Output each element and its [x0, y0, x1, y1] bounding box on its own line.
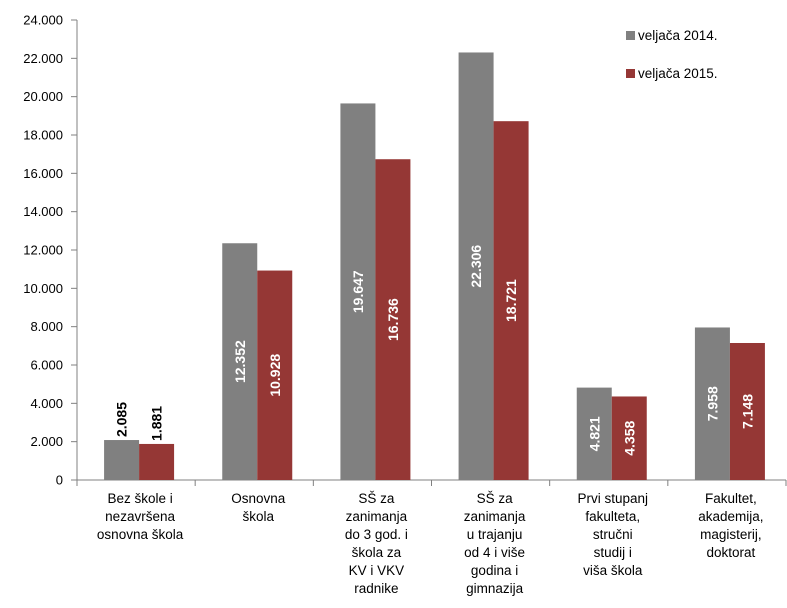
x-category-label: zanimanja — [464, 509, 526, 524]
x-category-label: Osnovna — [231, 491, 286, 506]
legend-swatch — [626, 31, 635, 40]
x-category-label: studij i — [594, 545, 632, 560]
x-category-label: viša škola — [583, 563, 643, 578]
y-tick-label: 0 — [56, 473, 63, 488]
chart-category-labels: Bez škole i nezavršena osnovna škola Osnovn… — [97, 491, 764, 596]
bar-2014 — [340, 103, 376, 481]
bar-2014 — [458, 52, 494, 481]
bar-2014 — [694, 327, 730, 480]
x-category-label: do 3 god. i — [345, 527, 408, 542]
x-category-label: Fakultet, — [705, 491, 757, 506]
y-tick-label: 20.000 — [23, 89, 63, 104]
legend-label: veljača 2015. — [638, 66, 718, 81]
bar-2015 — [729, 342, 765, 480]
y-tick-label: 6.000 — [30, 358, 63, 373]
x-category-label: škola — [242, 509, 274, 524]
data-label: 1.881 — [149, 406, 165, 441]
bar-2014 — [104, 440, 140, 480]
bar-2015 — [139, 443, 175, 480]
bar-2014 — [222, 243, 258, 480]
x-category-label: osnovna škola — [97, 527, 184, 542]
x-category-label: magisterij, — [700, 527, 762, 542]
y-tick-label: 22.000 — [23, 51, 63, 66]
y-tick-label: 2.000 — [30, 434, 63, 449]
data-label: 4.821 — [586, 416, 602, 451]
bar-2015 — [257, 270, 293, 480]
y-tick-label: 8.000 — [30, 319, 63, 334]
x-category-label: zanimanja — [346, 509, 408, 524]
data-label: 7.148 — [739, 394, 755, 429]
x-category-label: SŠ za — [358, 491, 395, 506]
bar-2015 — [493, 121, 529, 480]
y-tick-label: 18.000 — [23, 128, 63, 143]
chart-legend: veljača 2014. veljača 2015. — [626, 28, 718, 81]
y-tick-label: 14.000 — [23, 204, 63, 219]
data-label: 7.958 — [704, 386, 720, 421]
data-label: 18.721 — [503, 279, 519, 322]
data-label: 10.928 — [267, 354, 283, 397]
x-category-label: u trajanju — [467, 527, 523, 542]
y-tick-label: 4.000 — [30, 396, 63, 411]
y-tick-label: 10.000 — [23, 281, 63, 296]
y-tick-label: 24.000 — [23, 13, 63, 28]
x-category-label: škola za — [352, 545, 402, 560]
chart-axes: 0 2.000 4.000 6.000 8.000 10.000 12.000 14.000 1… — [23, 13, 787, 488]
legend-swatch — [626, 69, 635, 78]
data-label: 4.358 — [621, 421, 637, 456]
x-category-label: nezavršena — [105, 509, 175, 524]
data-label: 12.352 — [232, 340, 248, 383]
x-category-label: fakulteta, — [585, 509, 640, 524]
data-label: 2.085 — [114, 402, 130, 437]
legend-label: veljača 2014. — [638, 28, 718, 43]
chart-bars — [104, 52, 765, 481]
bar-2015 — [611, 396, 647, 480]
x-category-label: Bez škole i — [107, 491, 172, 506]
y-tick-label: 16.000 — [23, 166, 63, 181]
x-category-label: Prvi stupanj — [577, 491, 648, 506]
data-label: 16.736 — [385, 298, 401, 341]
x-category-label: od 4 i više — [464, 545, 525, 560]
x-category-label: stručni — [593, 527, 633, 542]
x-category-label: gimnazija — [466, 581, 524, 596]
x-category-label: SŠ za — [477, 491, 514, 506]
x-category-label: KV i VKV — [349, 563, 405, 578]
x-category-label: doktorat — [707, 545, 756, 560]
bar-2015 — [375, 159, 411, 480]
data-label: 22.306 — [468, 245, 484, 288]
x-category-label: godina i — [471, 563, 518, 578]
y-tick-label: 12.000 — [23, 243, 63, 258]
data-label: 19.647 — [350, 270, 366, 313]
x-category-label: akademija, — [698, 509, 763, 524]
x-category-label: radnike — [354, 581, 398, 596]
chart-data-labels: 2.085 1.881 12.352 10.928 19.647 16.736 22.306… — [114, 245, 756, 456]
bar-2014 — [576, 387, 612, 480]
